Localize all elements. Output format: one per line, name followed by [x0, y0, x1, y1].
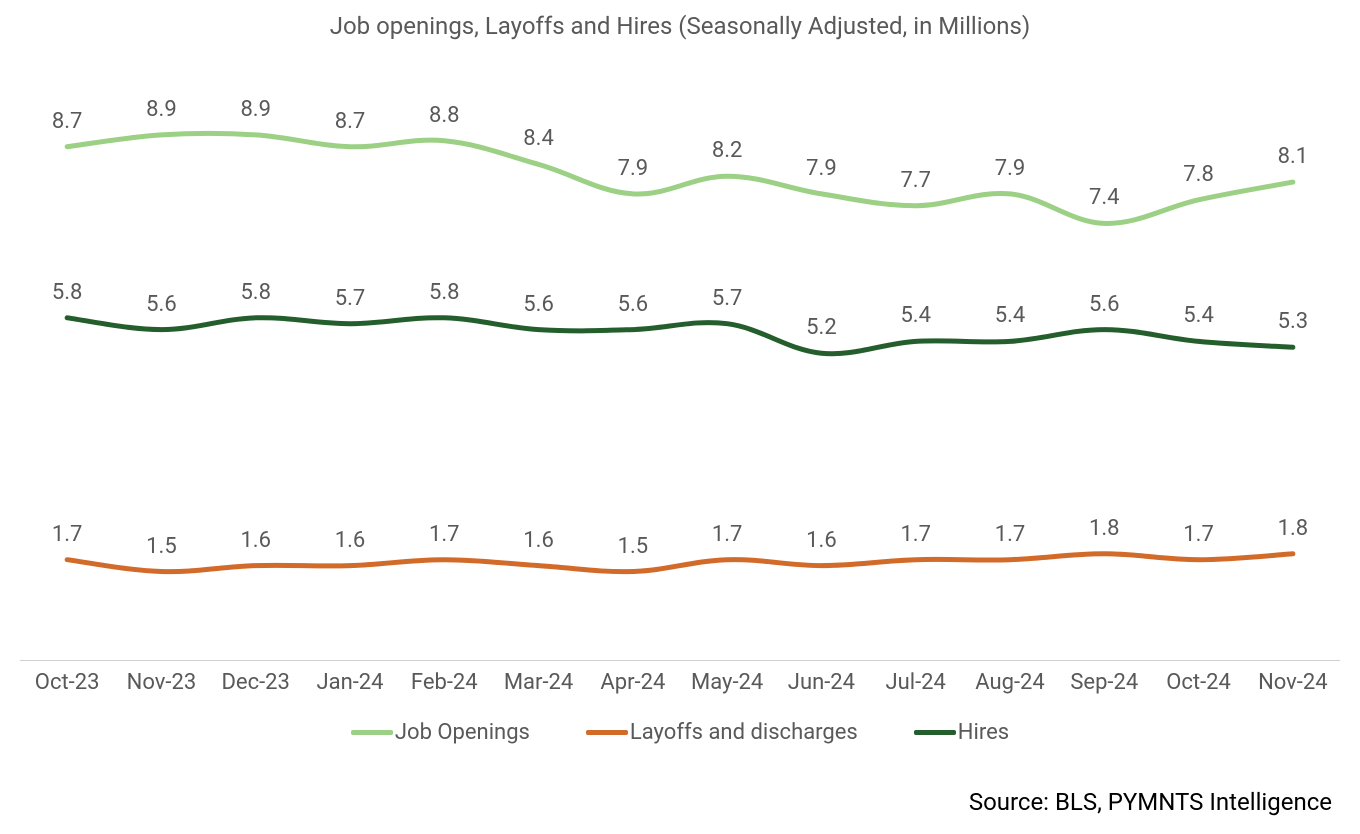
data-label: 8.4 [523, 126, 554, 151]
line-chart-svg [20, 70, 1340, 660]
data-label: 7.9 [618, 156, 649, 181]
legend-item-hires: Hires [914, 720, 1009, 745]
data-label: 8.2 [712, 138, 743, 163]
data-label: 7.8 [1183, 162, 1214, 187]
x-tick-label: Feb-24 [411, 670, 478, 695]
data-label: 5.8 [52, 280, 83, 305]
data-label: 5.7 [335, 286, 366, 311]
plot-area: 8.7 8.9 8.9 8.7 8.8 8.4 7.9 8.2 7.9 7.7 7.9 7.4 7.8 8… [20, 70, 1340, 660]
data-label: 1.7 [712, 522, 743, 547]
data-label: 5.8 [240, 280, 271, 305]
legend-label: Layoffs and discharges [630, 720, 858, 745]
x-tick-label: May-24 [691, 670, 763, 695]
data-label: 1.7 [1183, 522, 1214, 547]
legend-swatch [586, 730, 628, 735]
data-label: 8.7 [335, 109, 366, 134]
data-label: 8.1 [1278, 144, 1309, 169]
data-label: 5.7 [712, 286, 743, 311]
legend-item-job_openings: Job Openings [351, 720, 530, 745]
data-label: 7.7 [900, 168, 931, 193]
data-label: 5.4 [995, 303, 1026, 328]
data-label: 1.8 [1278, 516, 1309, 541]
x-tick-label: Nov-24 [1258, 670, 1328, 695]
x-tick-label: Jan-24 [316, 670, 383, 695]
data-label: 5.8 [429, 280, 460, 305]
data-label: 5.4 [1183, 303, 1214, 328]
data-label: 7.4 [1089, 185, 1120, 210]
source-attribution: Source: BLS, PYMNTS Intelligence [969, 788, 1332, 816]
data-label: 1.6 [806, 528, 837, 553]
legend: Job Openings Layoffs and discharges Hires [0, 720, 1360, 745]
data-label: 1.6 [240, 528, 271, 553]
x-tick-label: Nov-23 [127, 670, 197, 695]
data-label: 1.7 [900, 522, 931, 547]
data-label: 8.9 [146, 97, 177, 122]
data-label: 8.9 [240, 97, 271, 122]
data-label: 5.6 [523, 292, 554, 317]
data-label: 1.5 [146, 534, 177, 559]
data-label: 1.5 [618, 534, 649, 559]
data-label: 5.6 [1089, 292, 1120, 317]
data-label: 5.6 [146, 292, 177, 317]
data-label: 8.7 [52, 109, 83, 134]
data-label: 5.2 [806, 315, 837, 340]
data-label: 1.6 [335, 528, 366, 553]
x-tick-label: Sep-24 [1070, 670, 1138, 695]
legend-item-layoffs: Layoffs and discharges [586, 720, 858, 745]
data-label: 8.8 [429, 103, 460, 128]
chart-title: Job openings, Layoffs and Hires (Seasona… [0, 12, 1360, 40]
data-label: 1.8 [1089, 516, 1120, 541]
data-label: 1.6 [523, 528, 554, 553]
data-label: 1.7 [995, 522, 1026, 547]
data-label: 5.6 [618, 292, 649, 317]
x-tick-label: Dec-23 [221, 670, 289, 695]
x-tick-label: Oct-24 [1166, 670, 1231, 695]
legend-swatch [351, 730, 393, 735]
chart-container: Job openings, Layoffs and Hires (Seasona… [0, 0, 1360, 834]
x-tick-label: Aug-24 [975, 670, 1045, 695]
data-label: 1.7 [52, 522, 83, 547]
x-tick-label: Jul-24 [885, 670, 945, 695]
data-label: 1.7 [429, 522, 460, 547]
x-axis: Oct-23 Nov-23 Dec-23 Jan-24 Feb-24 Mar-24 Apr-… [20, 666, 1340, 706]
series-line-hires [67, 318, 1293, 354]
x-tick-label: Mar-24 [504, 670, 573, 695]
series-line-layoffs [67, 554, 1293, 572]
data-label: 5.3 [1278, 309, 1309, 334]
x-axis-line [20, 660, 1340, 661]
data-label: 7.9 [995, 156, 1026, 181]
legend-swatch [914, 730, 956, 735]
x-tick-label: Oct-23 [35, 670, 100, 695]
data-label: 5.4 [900, 303, 931, 328]
legend-label: Hires [958, 720, 1009, 745]
x-tick-label: Jun-24 [788, 670, 855, 695]
legend-label: Job Openings [395, 720, 530, 745]
data-label: 7.9 [806, 156, 837, 181]
x-tick-label: Apr-24 [600, 670, 665, 695]
